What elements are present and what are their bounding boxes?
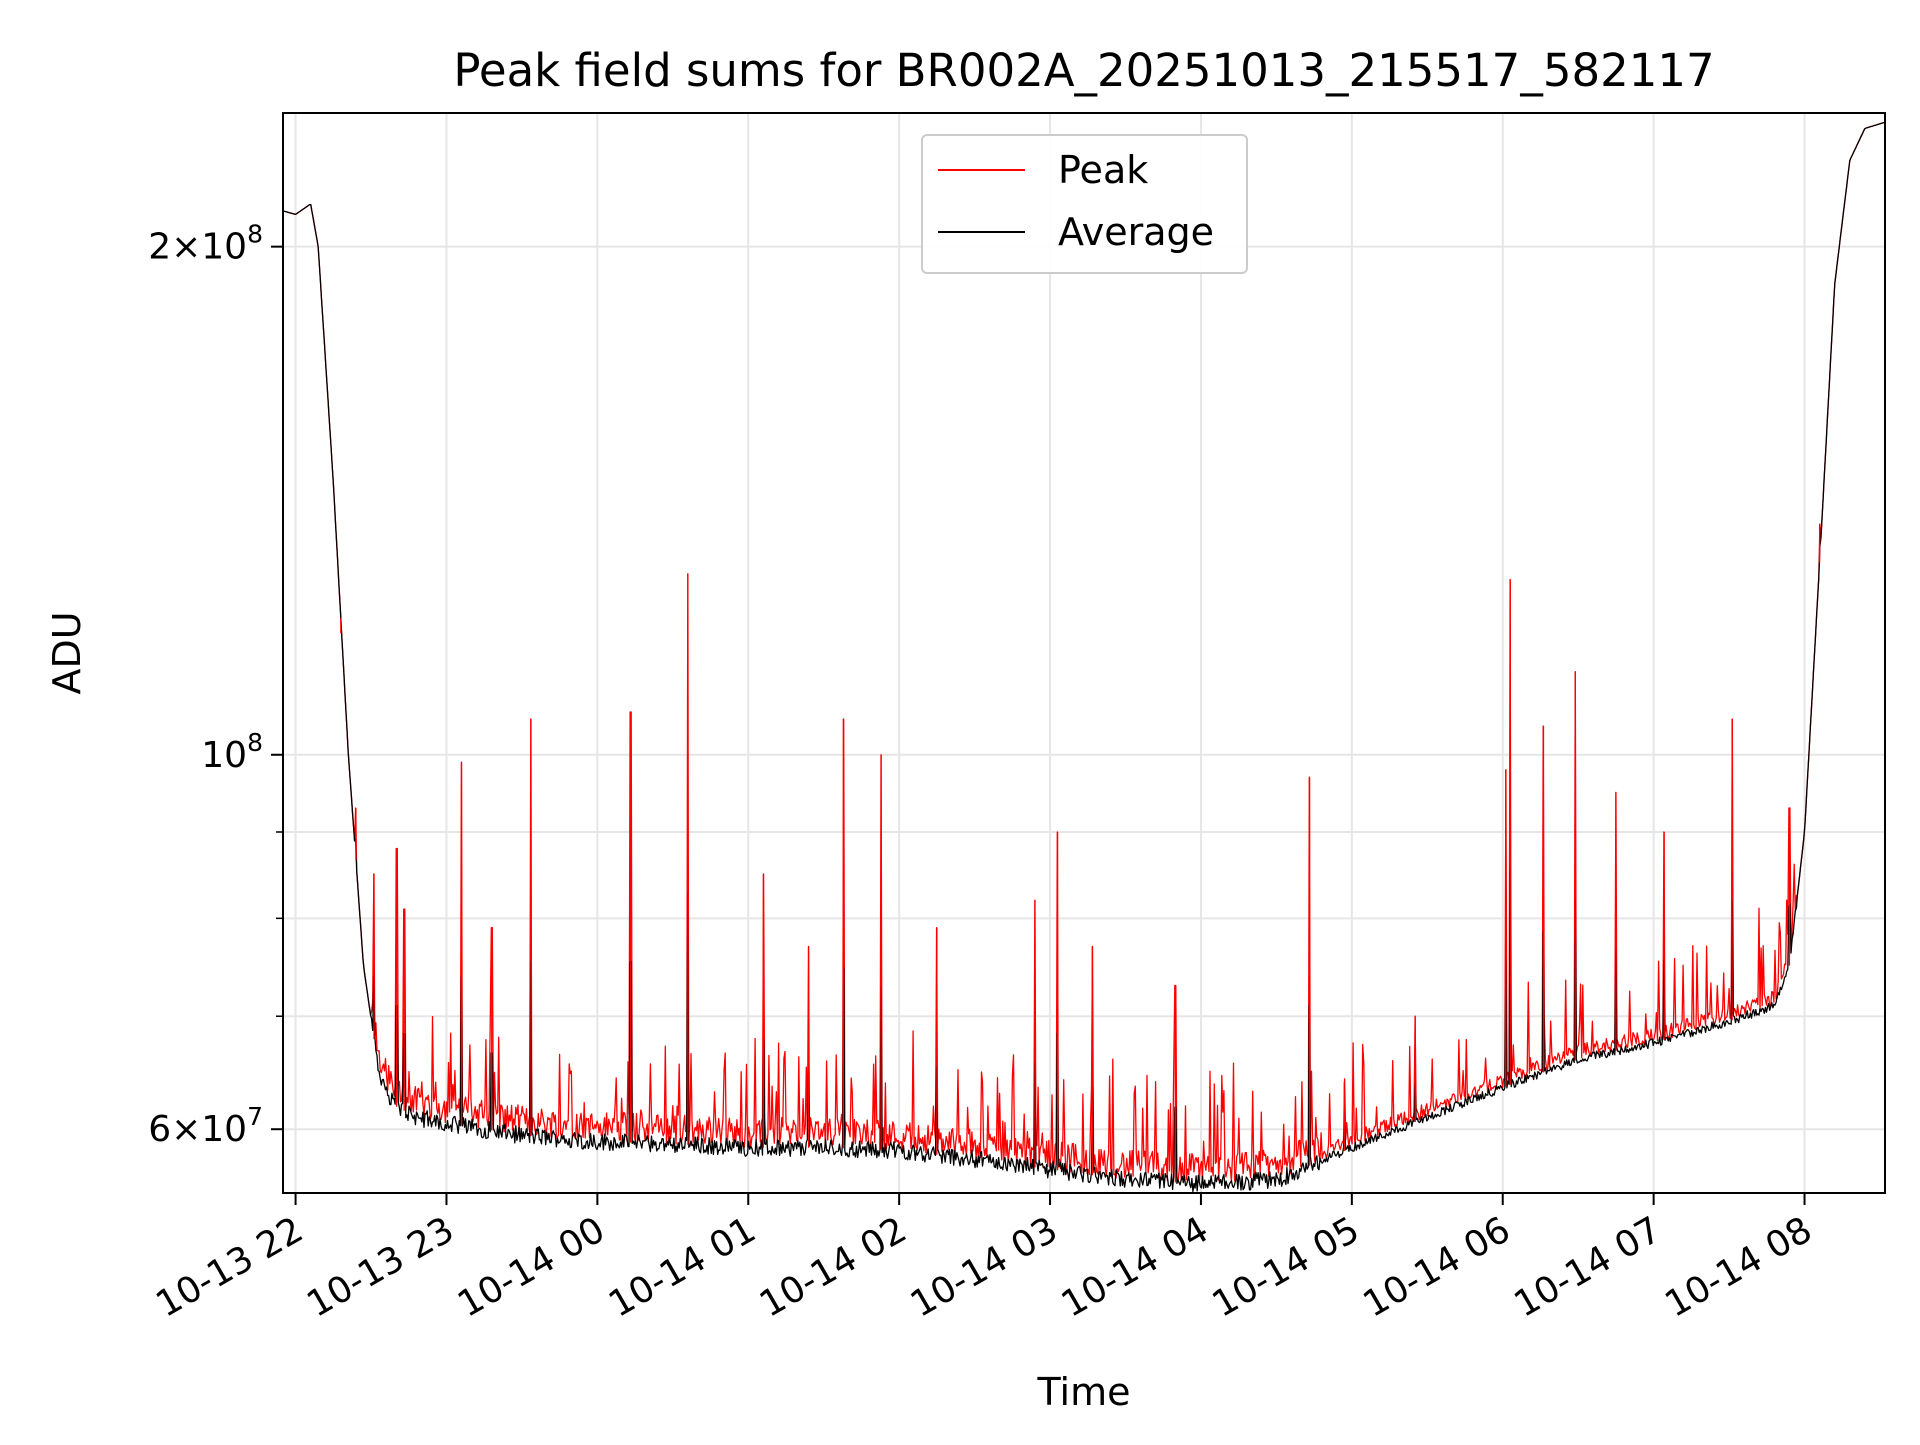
series-line-peak — [282, 121, 1886, 1183]
x-tick-label: 10-13 22 — [149, 1209, 310, 1325]
legend-label-peak: Peak — [1058, 148, 1148, 192]
plot-frame — [282, 112, 1886, 1194]
y-tick-exponent: 8 — [247, 220, 263, 249]
y-tick-exponent: 8 — [247, 728, 263, 757]
x-tick-label: 10-14 02 — [753, 1209, 914, 1325]
y-tick-label: 2×108 — [148, 220, 263, 268]
x-tick-label: 10-14 00 — [451, 1209, 612, 1325]
y-tick-base: 10 — [201, 735, 247, 776]
y-tick-exponent: 7 — [247, 1102, 263, 1131]
legend: Peak Average — [921, 134, 1248, 274]
x-tick-label: 10-14 04 — [1055, 1209, 1216, 1325]
x-tick-label: 10-13 23 — [300, 1209, 461, 1325]
x-tick-label: 10-14 08 — [1658, 1209, 1819, 1325]
x-tick-label: 10-14 03 — [904, 1209, 1065, 1325]
chart-title: Peak field sums for BR002A_20251013_2155… — [453, 44, 1714, 97]
x-tick-label: 10-14 06 — [1357, 1209, 1518, 1325]
y-axis-label: ADU — [45, 611, 89, 694]
x-tick-label: 10-14 01 — [602, 1209, 763, 1325]
series-line-average — [282, 121, 1886, 1193]
y-tick-label: 6×107 — [148, 1102, 263, 1150]
y-tick-base: 10 — [201, 227, 247, 268]
x-tick-label: 10-14 05 — [1206, 1209, 1367, 1325]
x-tick-label: 10-14 07 — [1507, 1209, 1668, 1325]
x-axis-label: Time — [1037, 1370, 1131, 1414]
series-layer — [282, 121, 1886, 1193]
y-tick-base: 10 — [201, 1109, 247, 1150]
y-tick-label: 108 — [201, 728, 263, 776]
y-tick-mantissa: 6× — [148, 1109, 201, 1150]
legend-label-average: Average — [1058, 210, 1214, 254]
y-tick-mantissa: 2× — [148, 227, 201, 268]
